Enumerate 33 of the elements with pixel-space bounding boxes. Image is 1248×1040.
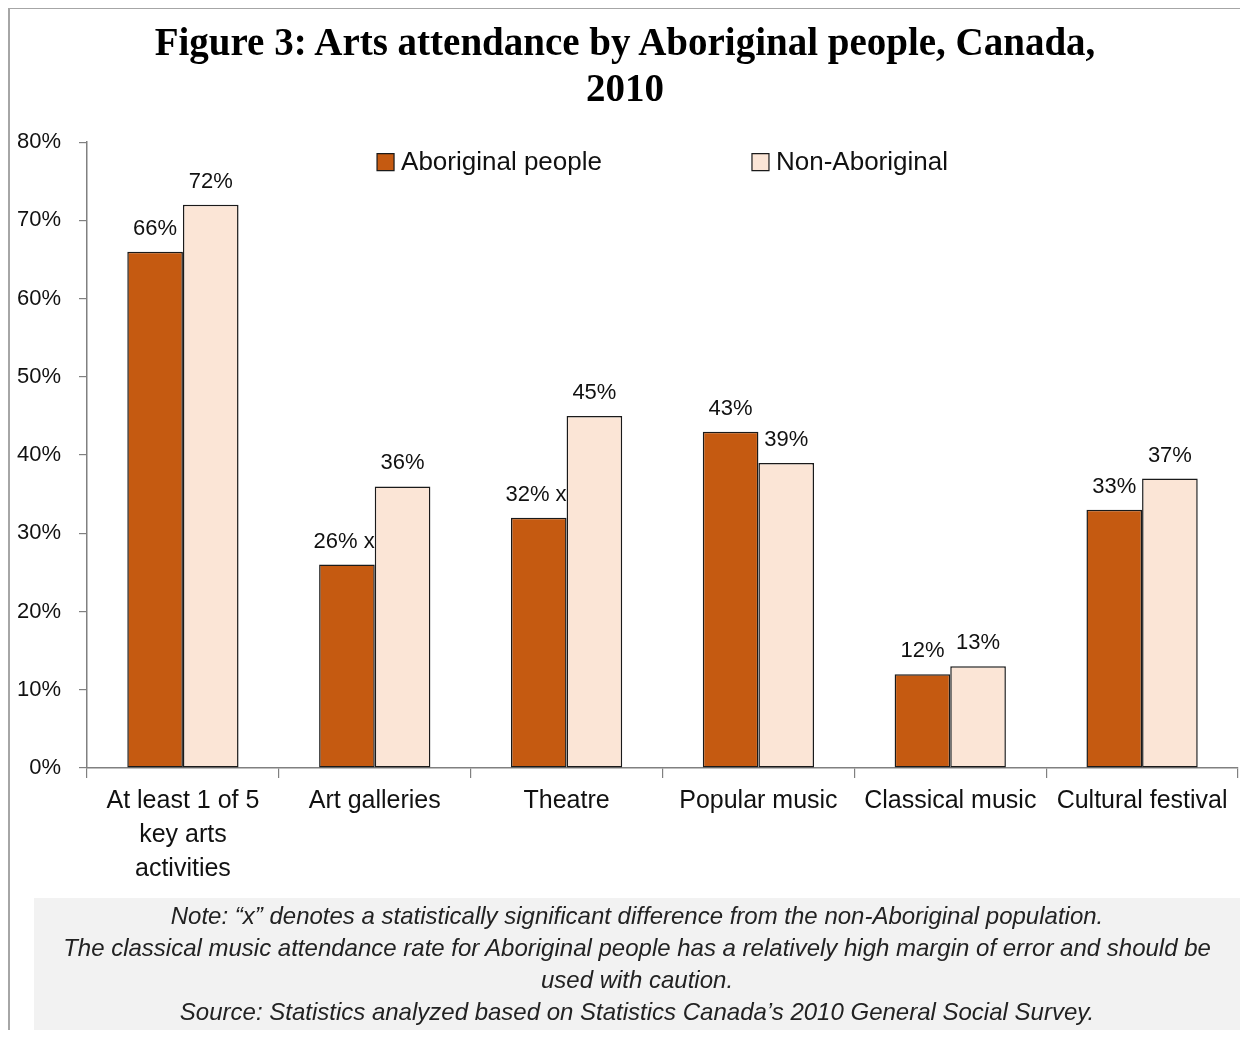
y-tick-label: 60% <box>16 284 61 310</box>
legend-label: Non-Aboriginal <box>775 146 948 177</box>
data-label: 32% x <box>505 480 567 506</box>
data-label: 13% <box>956 629 1001 655</box>
data-label: 26% x <box>313 527 375 553</box>
y-tick-label: 40% <box>16 441 61 467</box>
data-label: 33% <box>1092 472 1137 498</box>
data-label: 37% <box>1147 441 1192 467</box>
data-label: 43% <box>708 394 753 420</box>
x-tick-label: At least 1 of 5 key arts activities <box>106 784 260 881</box>
y-tick-label: 30% <box>16 519 61 545</box>
data-label: 45% <box>572 379 617 405</box>
y-tick-label: 20% <box>16 597 61 623</box>
x-tick-label: Cultural festival <box>1056 784 1228 813</box>
text: The classical music attendance rate for Aboriginal people has a relatively high margin of error and should be used with caution. <box>62 933 1212 995</box>
y-tick-label: 50% <box>16 362 61 388</box>
text: Note: “x” denotes a statistically significant difference from the non-Aboriginal population. <box>169 901 1105 931</box>
x-tick-label: Theatre <box>523 784 610 813</box>
x-tick-label: Art galleries <box>308 784 441 813</box>
x-tick-label: Popular music <box>679 784 838 813</box>
data-label: 39% <box>764 425 809 451</box>
x-tick-label: Classical music <box>864 784 1037 813</box>
chart-title: Figure 3: Arts attendance by Aboriginal people, Canada, 2010 <box>153 19 1097 111</box>
legend-label: Aboriginal people <box>401 146 602 177</box>
data-label: 36% <box>380 449 425 475</box>
data-label: 66% <box>133 214 178 240</box>
y-tick-label: 80% <box>16 128 61 154</box>
y-tick-label: 70% <box>16 206 61 232</box>
data-label: 72% <box>188 167 233 193</box>
y-tick-label: 0% <box>29 754 61 780</box>
source-note: Source: Statistics analyzed based on Statistics Canada’s 2010 General Social Survey. <box>178 997 1096 1027</box>
data-label: 12% <box>900 637 945 663</box>
y-tick-label: 10% <box>16 675 61 701</box>
